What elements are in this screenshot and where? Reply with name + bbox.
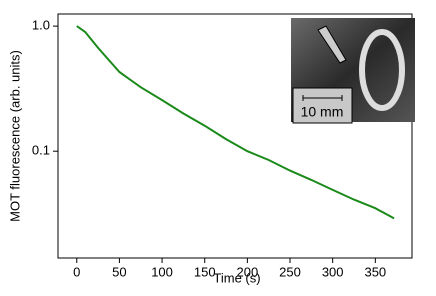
plot-frame: [57, 13, 413, 259]
y-tick-label: 1.0: [32, 18, 50, 33]
x-tick-label: 200: [237, 264, 259, 279]
x-tick-label: 250: [279, 264, 301, 279]
x-tick-label: 0: [73, 264, 80, 279]
x-tick-label: 100: [151, 264, 173, 279]
scale-label: 10 mm: [301, 104, 344, 120]
inset-flange: [359, 29, 405, 111]
inset-arrow: [317, 25, 347, 64]
x-tick-label: 150: [194, 264, 216, 279]
data-line: [76, 25, 395, 220]
x-tick-label: 350: [364, 264, 386, 279]
y-tick-label: 0.1: [32, 143, 50, 158]
inset: 10 mm: [291, 18, 415, 124]
scale-box: [292, 87, 353, 124]
x-axis-label: Time (s): [213, 270, 260, 285]
x-tick-label: 300: [322, 264, 344, 279]
x-tick-label: 50: [112, 264, 126, 279]
y-axis-label: MOT fluorescence (arb. units): [7, 50, 22, 222]
